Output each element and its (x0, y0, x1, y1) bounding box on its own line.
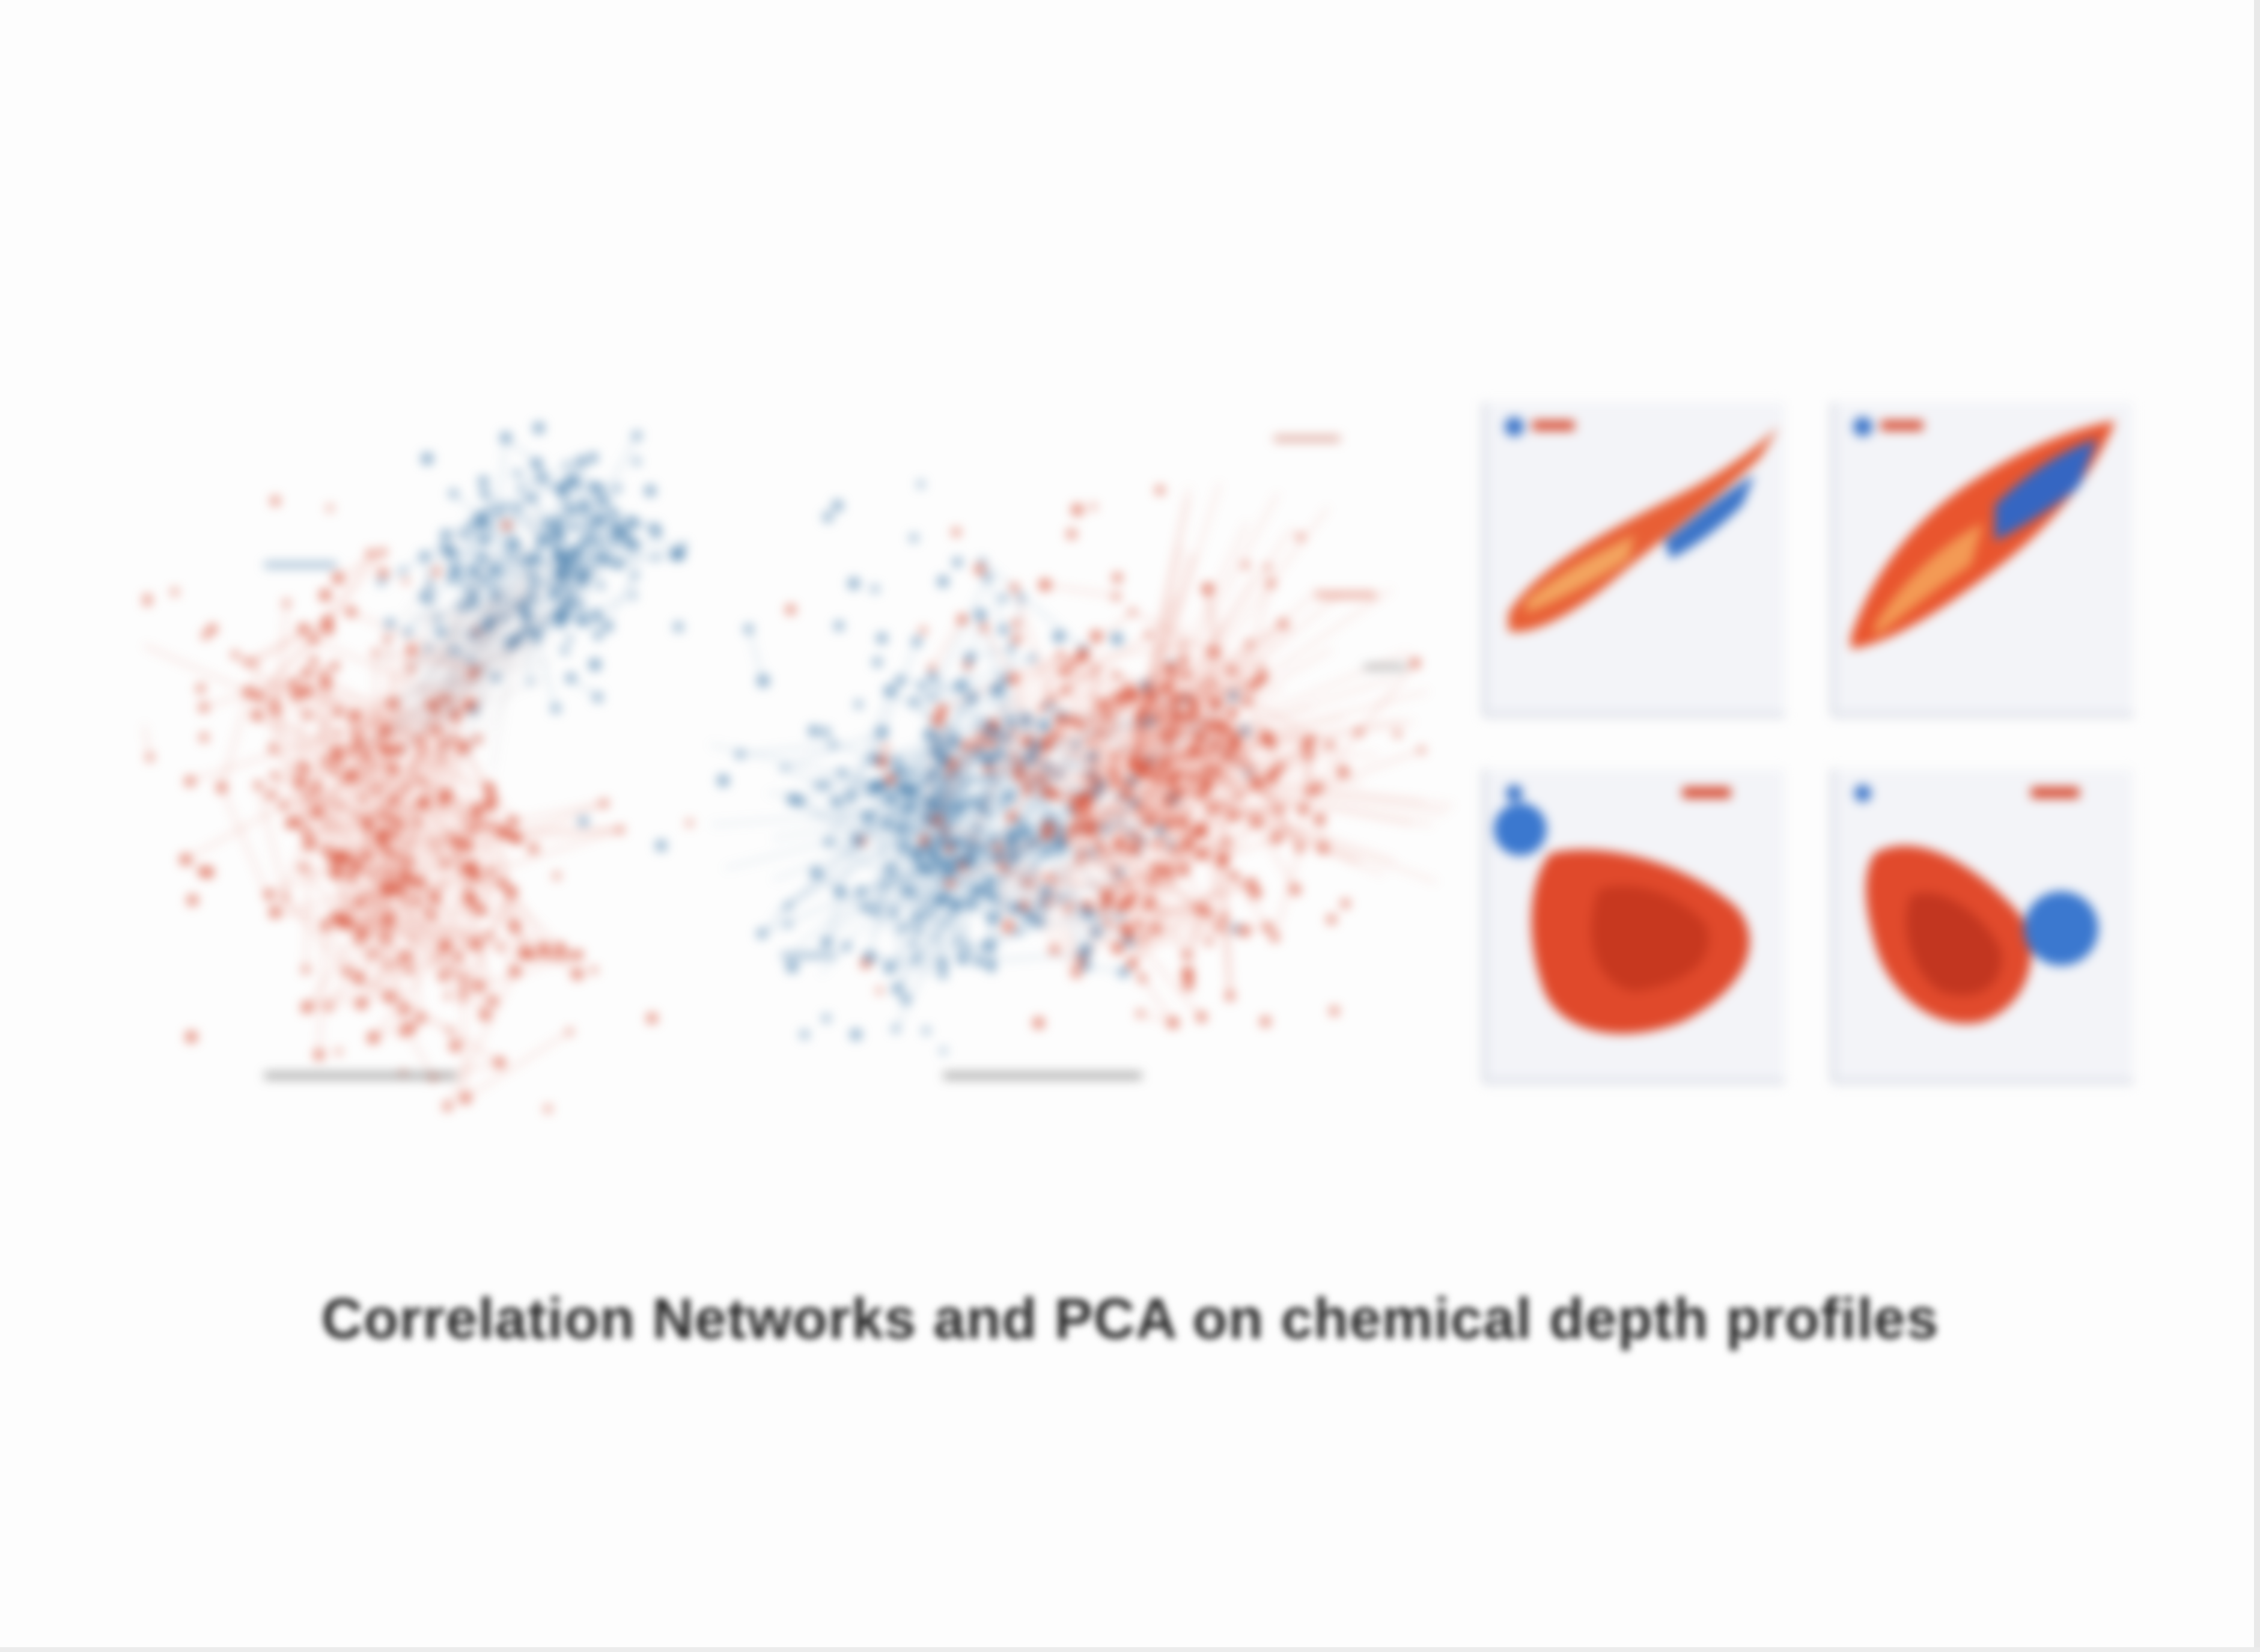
pca-panel-top-left (1482, 403, 1785, 717)
correlation-network-middle (579, 436, 1454, 1079)
figure-graphic (144, 403, 2133, 1113)
window-edge-bottom (0, 1647, 2260, 1652)
pca-panel-bottom-left (1482, 769, 1785, 1084)
pca-panel-grid (1482, 403, 2133, 1084)
slide-caption: Correlation Networks and PCA on chemical… (321, 1287, 1939, 1351)
pca-panel-top-right (1831, 403, 2133, 717)
correlation-network-left (144, 422, 693, 1113)
figure (144, 385, 2169, 1118)
window-edge-right (2254, 0, 2260, 1652)
pca-panel-bottom-right (1831, 769, 2133, 1084)
